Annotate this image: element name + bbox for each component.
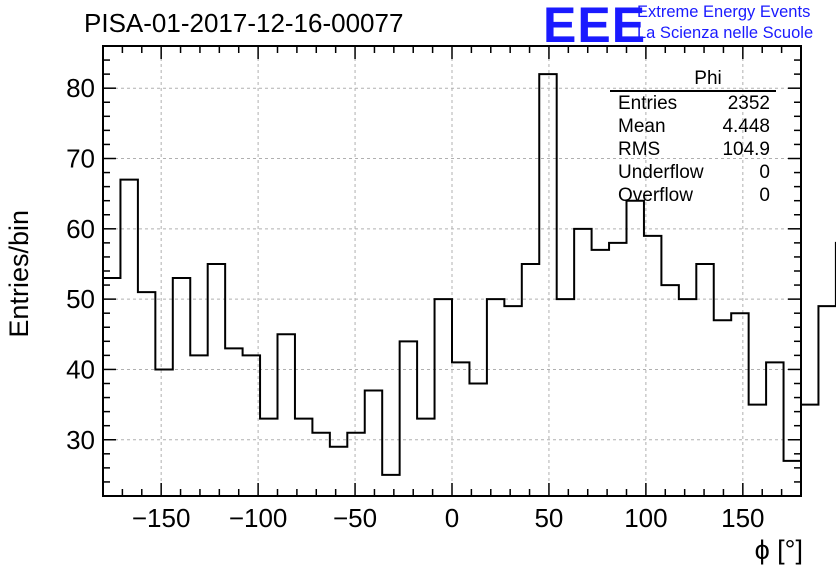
stats-row-overflow: Overflow 0 [610, 184, 776, 207]
x-tick-label: −50 [333, 503, 377, 533]
x-tick-label: 0 [445, 503, 459, 533]
y-tick-label: 70 [66, 144, 95, 174]
y-tick-labels: 30 40 50 60 70 80 [66, 73, 95, 455]
stats-label: Underflow [618, 162, 704, 183]
stats-value: 104.9 [722, 139, 770, 160]
axis-ticks [102, 45, 802, 496]
logo-text-line2: La Scienza nelle Scuole [637, 24, 814, 42]
stats-value: 0 [759, 185, 770, 206]
stats-label: Entries [618, 93, 678, 114]
x-tick-labels: −150 −100 −50 0 50 100 150 [132, 503, 765, 533]
x-tick-label: 50 [534, 503, 563, 533]
y-tick-label: 60 [66, 214, 95, 244]
stats-value: 0 [759, 162, 770, 183]
stats-value: 4.448 [722, 116, 770, 137]
stats-value: 2352 [727, 93, 770, 114]
y-tick-label: 50 [66, 284, 95, 314]
stats-row-underflow: Underflow 0 [610, 161, 776, 184]
stats-label: Mean [618, 116, 666, 137]
x-tick-label: 100 [624, 503, 667, 533]
eee-logo: EEE [543, 0, 647, 53]
stats-row-entries: Entries 2352 [610, 92, 776, 115]
x-tick-label: −150 [132, 503, 191, 533]
stats-label: RMS [618, 139, 661, 160]
x-tick-label: 150 [721, 503, 764, 533]
y-tick-label: 40 [66, 354, 95, 384]
y-tick-label: 30 [66, 425, 95, 455]
stats-box: Phi Entries 2352 Mean 4.448 RMS 104.9 Un… [610, 68, 776, 207]
stats-divider [610, 90, 776, 92]
y-axis-label: Entries/bin [4, 210, 34, 338]
stats-title: Phi [694, 68, 722, 89]
stats-label: Overflow [618, 185, 693, 206]
stats-row-mean: Mean 4.448 [610, 115, 776, 138]
histogram-line [103, 73, 836, 476]
y-tick-label: 80 [66, 73, 95, 103]
x-axis-label: ϕ [°] [754, 535, 803, 565]
logo-text-line1: Extreme Energy Events [637, 3, 811, 21]
stats-row-rms: RMS 104.9 [610, 138, 776, 161]
plot-title: PISA-01-2017-12-16-00077 [84, 8, 404, 38]
x-tick-label: −100 [229, 503, 288, 533]
